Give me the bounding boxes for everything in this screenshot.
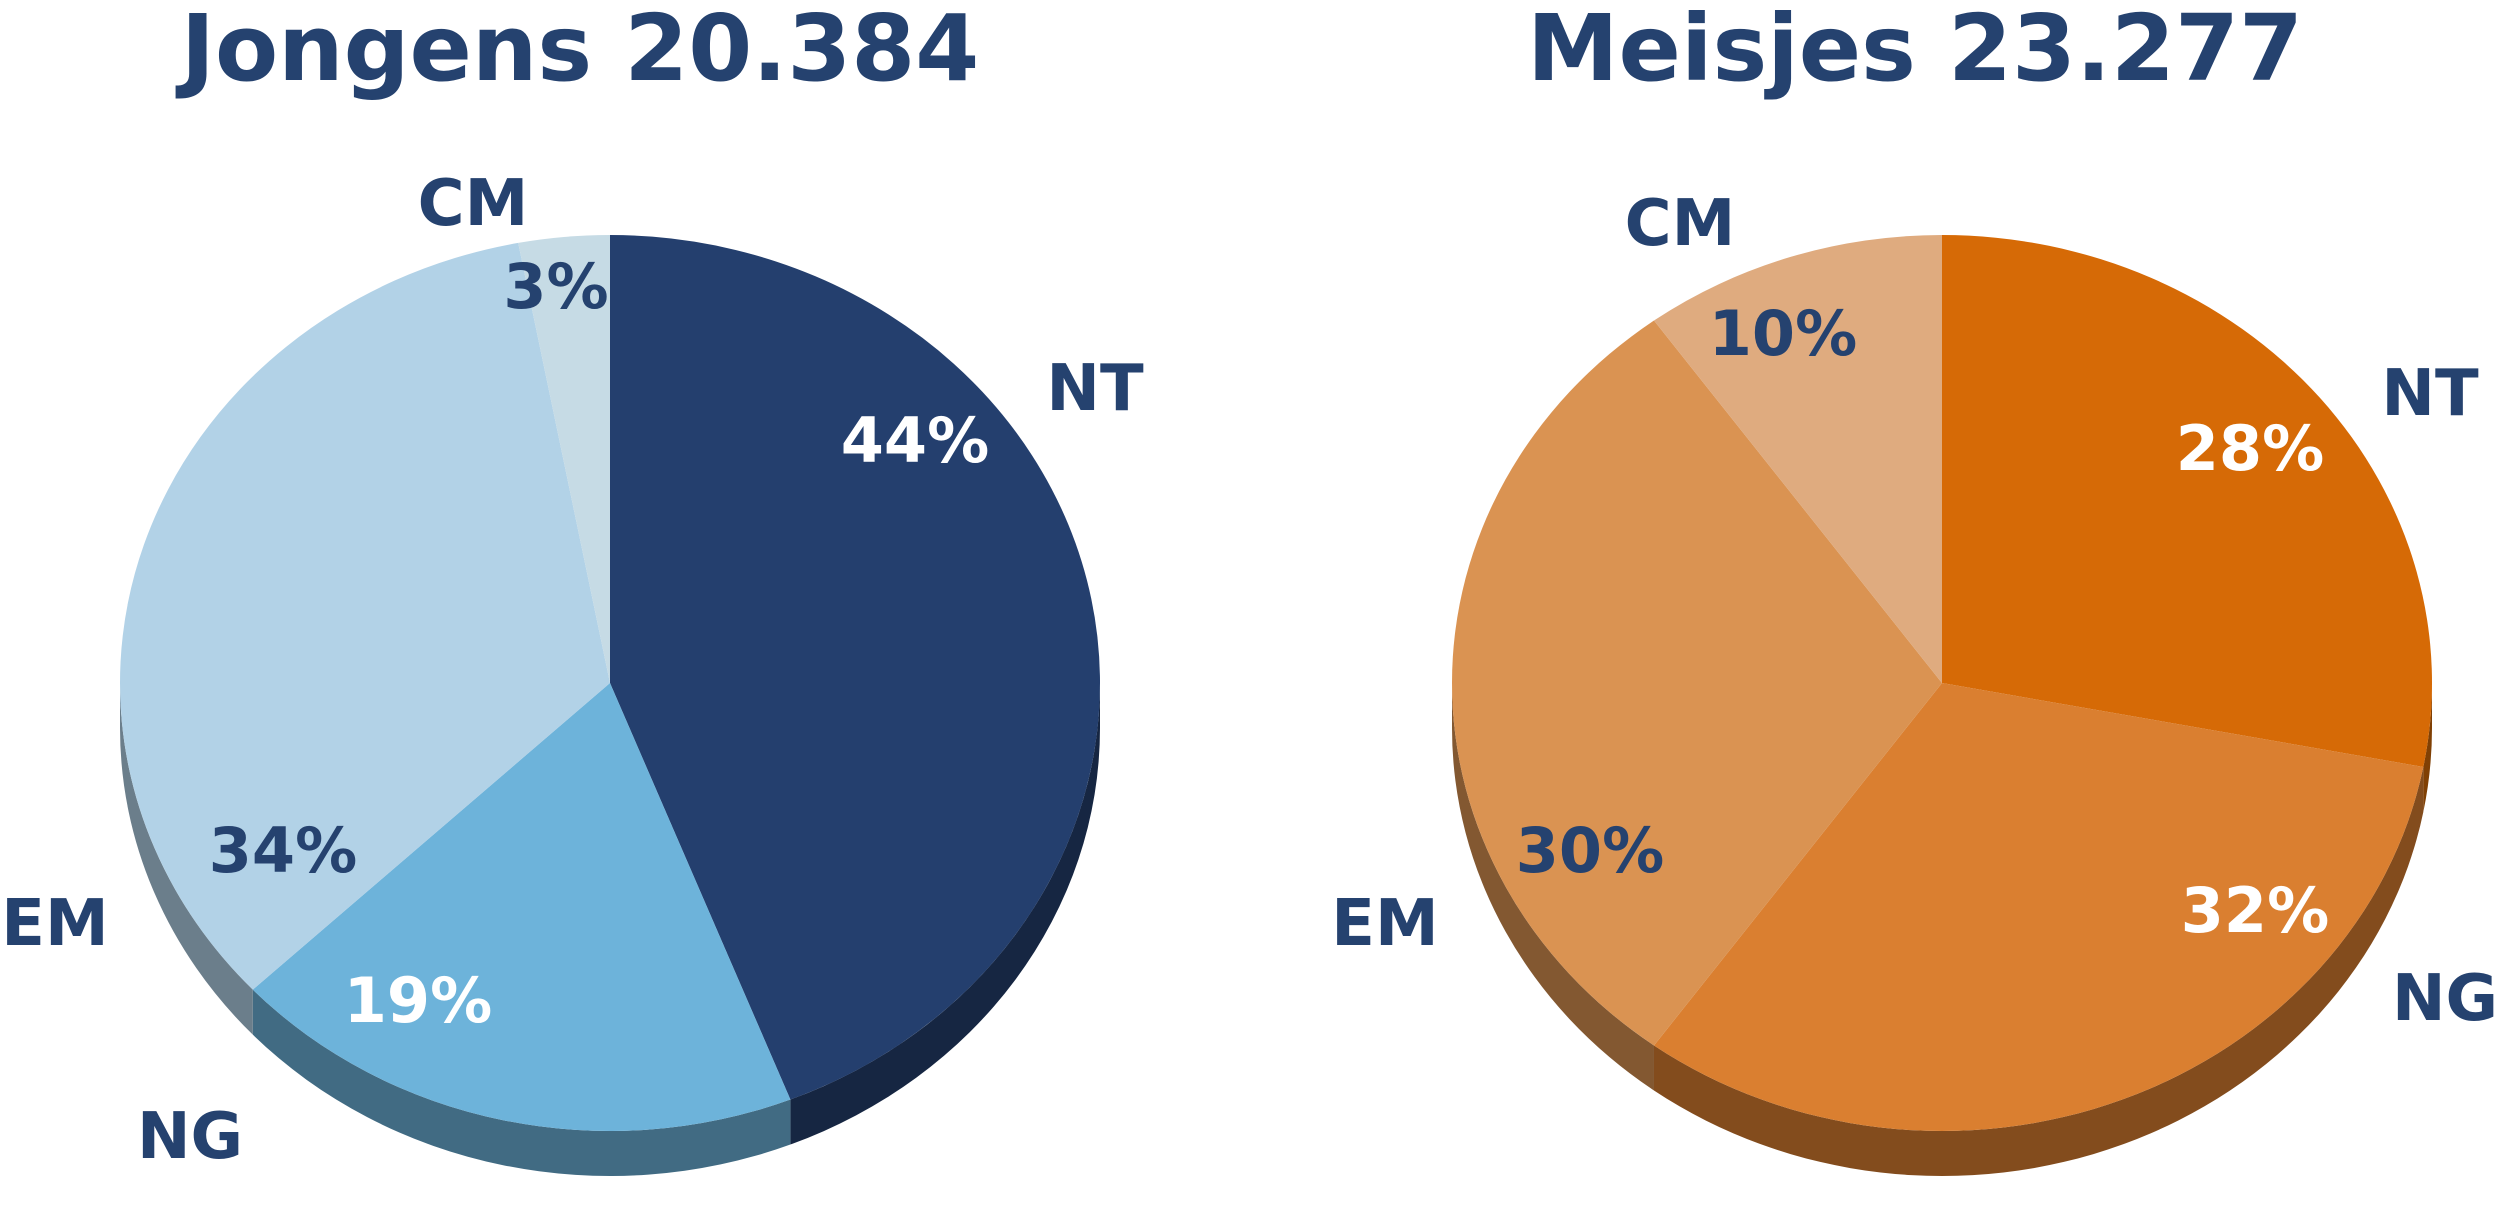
slice-nt-side: [2423, 683, 2432, 812]
slice-em-side: [1451, 683, 1654, 1091]
category-label-ng: NG: [2392, 962, 2498, 1036]
value-label-ng: 32%: [2181, 874, 2329, 947]
pie-sides: [1451, 683, 2432, 1176]
slice-nt-side: [790, 683, 1100, 1145]
chart-title: Meisjes 23.277: [1527, 0, 2303, 102]
pie-slices: [1451, 235, 2432, 1131]
slice-nt: [610, 235, 1101, 1100]
value-label-ng: 19%: [344, 964, 492, 1037]
slice-cm: [1653, 235, 1942, 683]
value-label-cm: 10%: [1709, 297, 1857, 370]
value-label-nt: 44%: [841, 404, 989, 477]
slice-em: [120, 242, 610, 990]
chart-title: Jongens 20.384: [175, 0, 980, 102]
slice-cm: [518, 235, 610, 683]
value-label-em: 30%: [1516, 814, 1664, 887]
category-label-cm: CM: [1625, 187, 1736, 261]
pie-slices: [120, 235, 1101, 1132]
slice-ng-side: [252, 989, 791, 1177]
pie-sides: [120, 683, 1100, 1177]
pie-chart-meisjes: Meisjes 23.277 NT NG EM CM 28% 32% 30% 1…: [1331, 0, 2498, 1176]
category-label-ng: NG: [137, 1100, 243, 1174]
slice-ng: [252, 683, 791, 1132]
pie-labels: NT NG EM CM 28% 32% 30% 10%: [1331, 187, 2498, 1036]
category-label-cm: CM: [418, 167, 529, 241]
slice-em-side: [120, 683, 253, 1035]
category-label-nt: NT: [2381, 357, 2479, 431]
slice-ng: [1653, 683, 2424, 1131]
value-label-em: 34%: [209, 814, 357, 887]
category-label-em: EM: [1, 887, 108, 961]
category-label-em: EM: [1331, 887, 1438, 961]
pie-chart-jongens: Jongens 20.384 NT NG EM CM 44% 19% 34% 3…: [1, 0, 1144, 1177]
pie-labels: NT NG EM CM 44% 19% 34% 3%: [1, 167, 1144, 1174]
slice-em: [1451, 320, 1942, 1046]
slice-ng-side: [1653, 766, 2424, 1176]
category-label-nt: NT: [1046, 352, 1144, 426]
value-label-cm: 3%: [503, 250, 608, 323]
value-label-nt: 28%: [2176, 412, 2324, 485]
slice-nt: [1942, 235, 2432, 767]
